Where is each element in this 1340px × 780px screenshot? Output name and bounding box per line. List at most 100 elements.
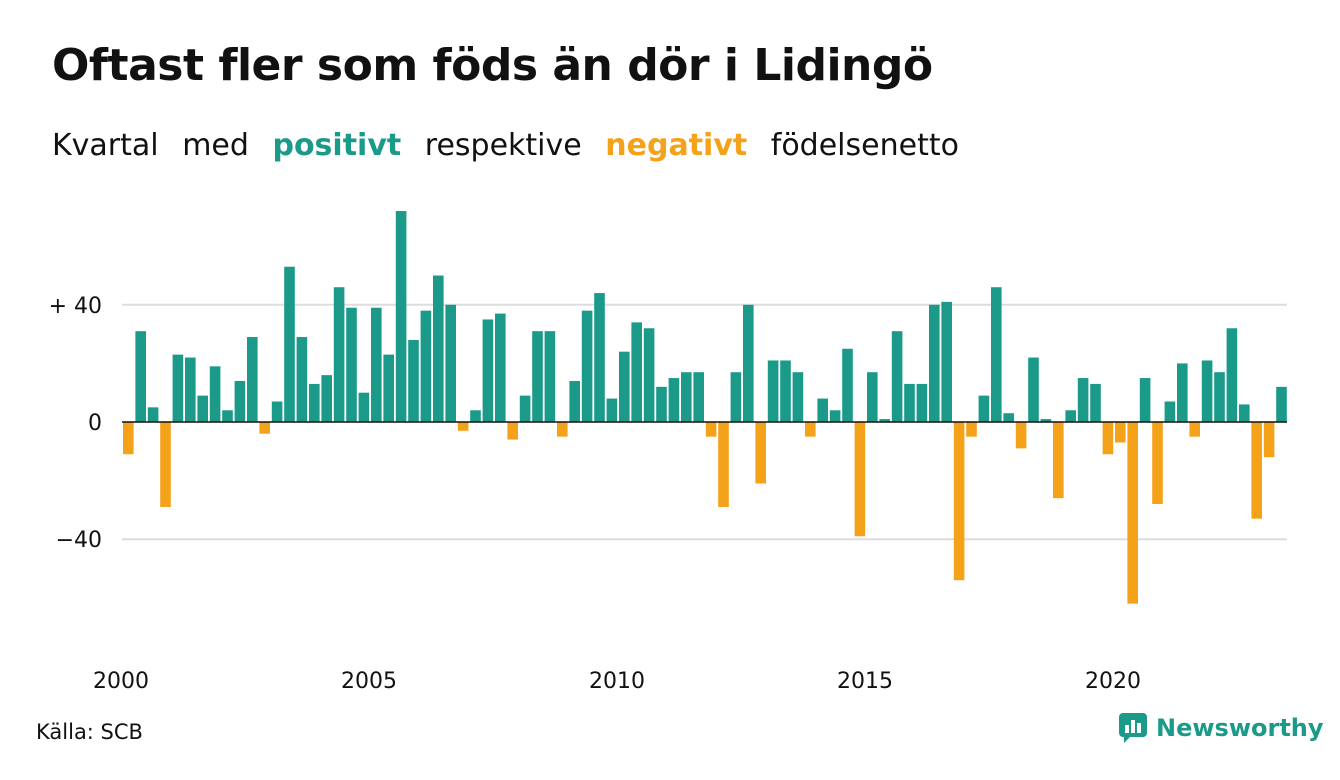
bar <box>333 287 345 422</box>
bar <box>842 348 853 422</box>
bar <box>643 328 655 422</box>
bar <box>135 331 146 422</box>
bar <box>1189 422 1200 437</box>
subtitle-positive: positivt <box>272 128 402 163</box>
x-tick-label: 2000 <box>93 669 149 694</box>
bar <box>495 313 506 422</box>
bar <box>296 337 308 422</box>
bar <box>606 398 618 422</box>
bar <box>792 372 804 422</box>
bar <box>705 422 717 437</box>
bar <box>581 310 593 422</box>
bar <box>867 372 878 422</box>
bar <box>693 372 704 422</box>
bar <box>805 422 816 437</box>
bar <box>259 422 270 434</box>
bars <box>123 211 1287 604</box>
x-tick-label: 2015 <box>837 669 893 694</box>
gridlines <box>122 303 1287 541</box>
x-tick-label: 2005 <box>341 669 397 694</box>
x-tick-label: 2020 <box>1085 669 1141 694</box>
bar <box>1028 357 1039 422</box>
bar <box>532 331 543 422</box>
bar <box>780 360 791 422</box>
bar <box>569 380 580 422</box>
bar <box>1077 378 1089 422</box>
bar <box>953 422 965 581</box>
source-note: Källa: SCB <box>36 720 143 744</box>
x-axis: 2000 2005 2010 2015 2020 <box>93 669 1141 694</box>
bar <box>656 386 667 422</box>
bar <box>557 422 568 437</box>
newsworthy-icon <box>1119 713 1147 743</box>
bar <box>619 351 630 422</box>
bar <box>891 331 903 422</box>
bar <box>544 331 556 422</box>
bar <box>321 375 332 422</box>
bar <box>284 266 295 422</box>
bar <box>457 422 469 431</box>
bar <box>1139 378 1151 422</box>
bar <box>395 211 407 422</box>
y-tick-label: + 40 <box>49 294 102 319</box>
bar <box>1040 419 1052 422</box>
bar <box>209 366 221 422</box>
bar <box>1177 363 1188 422</box>
bar <box>668 378 680 422</box>
bar <box>718 422 729 507</box>
bar <box>420 310 432 422</box>
bar <box>358 392 370 422</box>
bar <box>829 410 841 422</box>
chart-title: Oftast fler som föds än dör i Lidingö <box>52 40 933 91</box>
bar <box>222 410 233 422</box>
bar <box>854 422 866 537</box>
bar <box>197 395 208 422</box>
bar <box>470 410 481 422</box>
subtitle-word: födelsenetto <box>770 128 959 163</box>
bar <box>1115 422 1126 443</box>
y-tick-label: −40 <box>56 528 102 553</box>
bar <box>755 422 766 484</box>
subtitle-word: med <box>182 128 249 163</box>
bar <box>1239 404 1250 422</box>
bar <box>904 383 915 422</box>
bar <box>767 360 779 422</box>
bar <box>1201 360 1213 422</box>
bar <box>247 337 258 422</box>
bar <box>594 293 605 422</box>
bar <box>1015 422 1027 449</box>
bar <box>519 395 531 422</box>
bar <box>1065 410 1076 422</box>
bar <box>1263 422 1275 458</box>
bar <box>966 422 977 437</box>
bar <box>1152 422 1163 505</box>
brand-name: Newsworthy <box>1156 714 1324 742</box>
bar <box>172 354 184 422</box>
bar <box>817 398 828 422</box>
bar <box>1164 401 1176 422</box>
subtitle-negative: negativt <box>605 128 748 163</box>
x-tick-label: 2010 <box>589 669 645 694</box>
chart-subtitle: Kvartal med positivt respektive negativt… <box>52 128 973 163</box>
bar <box>271 401 283 422</box>
bar <box>1276 386 1287 422</box>
bar <box>383 354 394 422</box>
bar <box>978 395 990 422</box>
bar <box>1053 422 1064 499</box>
bar <box>1251 422 1262 519</box>
bar <box>147 407 159 422</box>
bar <box>879 419 890 422</box>
bar <box>1226 328 1238 422</box>
bar <box>631 322 642 422</box>
bar <box>408 339 419 422</box>
y-tick-label: 0 <box>88 411 102 436</box>
bar <box>185 357 196 422</box>
bar <box>1090 383 1101 422</box>
subtitle-word: Kvartal <box>52 128 159 163</box>
bar <box>916 383 928 422</box>
bar <box>991 287 1002 422</box>
bar <box>346 307 357 422</box>
bar <box>160 422 171 507</box>
bar <box>507 422 518 440</box>
